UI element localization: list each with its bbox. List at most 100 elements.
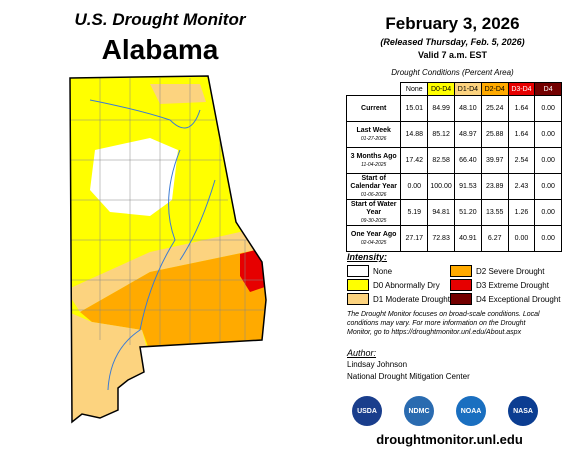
cell: 66.40 bbox=[454, 147, 482, 174]
column-header: None bbox=[400, 82, 429, 96]
row-name: 3 Months Ago bbox=[350, 152, 397, 160]
row-name: One Year Ago bbox=[350, 230, 397, 238]
cell: 14.88 bbox=[400, 121, 429, 148]
cell: 0.00 bbox=[534, 95, 562, 122]
released: (Released Thursday, Feb. 5, 2026) bbox=[380, 37, 525, 47]
row-date: 01-27-2026 bbox=[360, 135, 387, 142]
legend-label: None bbox=[373, 266, 393, 276]
cell: 2.54 bbox=[507, 147, 536, 174]
cell: 17.42 bbox=[400, 147, 429, 174]
legend-label: D0 Abnormally Dry bbox=[373, 280, 440, 290]
row-name: Last Week bbox=[356, 126, 391, 134]
column-header: D1-D4 bbox=[454, 82, 482, 96]
author-name: Lindsay Johnson bbox=[347, 360, 408, 369]
cell: 0.00 bbox=[400, 173, 429, 200]
cell: 0.00 bbox=[534, 147, 562, 174]
cell: 94.81 bbox=[427, 199, 456, 226]
cell: 1.26 bbox=[507, 199, 536, 226]
cell: 0.00 bbox=[507, 225, 536, 252]
cell: 0.00 bbox=[534, 121, 562, 148]
legend-swatch bbox=[450, 279, 472, 291]
cell: 100.00 bbox=[427, 173, 456, 200]
legend-item: D4 Exceptional Drought bbox=[450, 293, 561, 305]
row-date: 11-04-2025 bbox=[361, 161, 387, 168]
cell: 48.10 bbox=[454, 95, 482, 122]
d1-area bbox=[70, 226, 266, 312]
cell: 85.12 bbox=[427, 121, 456, 148]
cell: 1.64 bbox=[507, 121, 536, 148]
cell: 91.53 bbox=[454, 173, 482, 200]
row-label: One Year Ago 02-04-2025 bbox=[345, 225, 402, 252]
cell: 23.89 bbox=[480, 173, 509, 200]
cell: 39.97 bbox=[480, 147, 509, 174]
d1-area bbox=[150, 84, 206, 104]
author-org: National Drought Mitigation Center bbox=[347, 372, 470, 381]
row-name: Start of Water Year bbox=[350, 200, 397, 216]
cell: 0.00 bbox=[534, 199, 562, 226]
corner bbox=[347, 83, 401, 96]
row-name: Current bbox=[361, 104, 387, 112]
logo: USDA bbox=[352, 396, 382, 426]
cell: 48.97 bbox=[454, 121, 482, 148]
cell: 2.43 bbox=[507, 173, 536, 200]
url: droughtmonitor.unl.edu bbox=[376, 432, 523, 447]
cell: 5.19 bbox=[400, 199, 429, 226]
legend-swatch bbox=[347, 293, 369, 305]
row: Last Week 01-27-2026 14.88 85.12 48.97 25.88 1… bbox=[345, 121, 562, 148]
state: Alabama bbox=[101, 34, 219, 65]
date: February 3, 2026 bbox=[385, 14, 520, 33]
legend-label: D4 Exceptional Drought bbox=[476, 294, 561, 304]
legend-swatch bbox=[347, 265, 369, 277]
legend-item: D1 Moderate Drought bbox=[347, 293, 450, 305]
d2-area bbox=[80, 246, 266, 360]
logo: NASA bbox=[508, 396, 538, 426]
legend-label: D3 Extreme Drought bbox=[476, 280, 549, 290]
cell: 13.55 bbox=[480, 199, 509, 226]
row: Start of Calendar Year 01-06-2026 0.00 100.… bbox=[345, 173, 562, 200]
title: U.S. Drought Monitor bbox=[74, 10, 246, 29]
column-header: D3-D4 bbox=[507, 82, 536, 96]
row: 3 Months Ago 11-04-2025 17.42 82.58 66.40 39.… bbox=[345, 147, 562, 174]
legend-swatch bbox=[347, 279, 369, 291]
logo: NOAA bbox=[456, 396, 486, 426]
header-row: None D0-D4 D1-D4 D2-D4 D3-D4 D4 bbox=[347, 82, 562, 96]
row-label: Start of Water Year 09-30-2025 bbox=[345, 199, 402, 226]
legend-item: D0 Abnormally Dry bbox=[347, 279, 440, 291]
valid: Valid 7 a.m. EST bbox=[417, 50, 488, 60]
legend-item: D2 Severe Drought bbox=[450, 265, 544, 277]
cell: 6.27 bbox=[480, 225, 509, 252]
cell: 25.88 bbox=[480, 121, 509, 148]
cell: 0.00 bbox=[534, 173, 562, 200]
row-label: Current bbox=[345, 95, 402, 122]
column-header: D4 bbox=[534, 82, 562, 96]
cell: 0.00 bbox=[534, 225, 562, 252]
row-label: 3 Months Ago 11-04-2025 bbox=[345, 147, 402, 174]
row-label: Last Week 01-27-2026 bbox=[345, 121, 402, 148]
row-date: 09-30-2025 bbox=[360, 217, 387, 224]
row: Start of Water Year 09-30-2025 5.19 94.81 51… bbox=[345, 199, 562, 226]
cell: 1.64 bbox=[507, 95, 536, 122]
legend-swatch bbox=[450, 293, 472, 305]
none-area bbox=[90, 138, 178, 216]
legend-swatch bbox=[450, 265, 472, 277]
cell: 72.83 bbox=[427, 225, 456, 252]
row: Current 15.01 84.99 48.10 25.24 1.64 0.00 bbox=[345, 95, 562, 122]
logo: NDMC bbox=[404, 396, 434, 426]
legend-label: D1 Moderate Drought bbox=[373, 294, 450, 304]
legend-item: None bbox=[347, 265, 392, 277]
row-date: 02-04-2025 bbox=[360, 239, 387, 246]
note: The Drought Monitor focuses on broad-sca… bbox=[347, 311, 540, 336]
row-date: 01-06-2026 bbox=[360, 191, 387, 198]
column-header: D0-D4 bbox=[427, 82, 456, 96]
map bbox=[69, 75, 267, 424]
legend-item: D3 Extreme Drought bbox=[450, 279, 549, 291]
legend-title: Intensity: bbox=[347, 252, 388, 262]
cell: 27.17 bbox=[400, 225, 429, 252]
row-label: Start of Calendar Year 01-06-2026 bbox=[345, 173, 402, 200]
legend-label: D2 Severe Drought bbox=[476, 266, 545, 276]
cell: 51.20 bbox=[454, 199, 482, 226]
author-title: Author: bbox=[347, 348, 377, 358]
cell: 25.24 bbox=[480, 95, 509, 122]
cell: 15.01 bbox=[400, 95, 429, 122]
